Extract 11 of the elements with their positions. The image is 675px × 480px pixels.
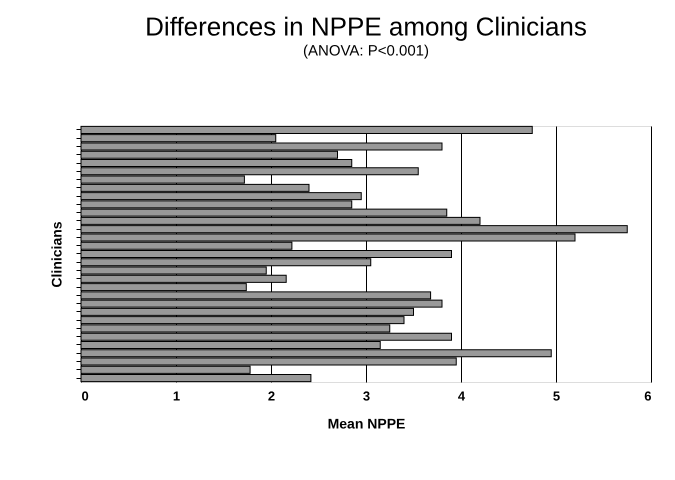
x-tick-label: 4 xyxy=(458,388,466,404)
chart-subtitle: (ANOVA: P<0.001) xyxy=(302,42,430,60)
x-tick-label: 2 xyxy=(268,388,276,404)
x-tick-label: 1 xyxy=(172,388,180,404)
x-tick-label: 5 xyxy=(552,388,560,404)
x-axis-title: Mean NPPE xyxy=(328,416,406,432)
x-tick-label: 0 xyxy=(82,388,89,404)
x-tick-label: 6 xyxy=(644,388,652,404)
x-tick-label: 3 xyxy=(362,388,370,404)
y-axis-title: Clinicians xyxy=(48,221,64,288)
chart-title: Differences in NPPE among Clinicians xyxy=(145,11,587,42)
